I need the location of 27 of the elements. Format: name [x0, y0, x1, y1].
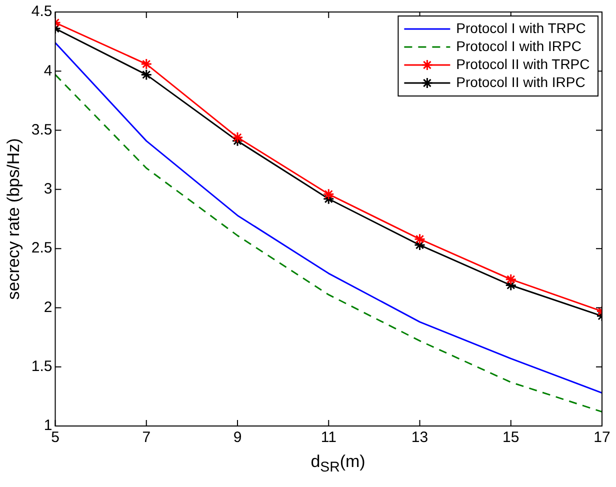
x-tick-label: 9: [233, 429, 242, 446]
legend-label: Protocol I with IRPC: [456, 38, 582, 54]
x-tick-label: 5: [51, 429, 60, 446]
x-tick-label: 7: [142, 429, 151, 446]
y-tick-label: 4: [44, 62, 52, 80]
y-tick-label: 1: [44, 417, 52, 434]
legend-label: Protocol II with TRPC: [456, 56, 590, 72]
point: [140, 68, 152, 80]
y-tick-label: 2: [44, 298, 52, 316]
x-tick-label: 11: [320, 429, 336, 446]
legend-label: Protocol I with TRPC: [456, 20, 586, 36]
y-tick-label: 4.5: [31, 3, 52, 20]
x-tick-label: 17: [594, 429, 610, 446]
point: [232, 132, 244, 144]
y-tick-label: 2.5: [31, 240, 52, 257]
y-tick-label: 3.5: [31, 121, 52, 138]
x-tick-label: 15: [502, 429, 520, 446]
legend-label: Protocol II with IRPC: [456, 74, 586, 90]
point: [414, 233, 426, 245]
point: [140, 58, 152, 70]
y-axis-title: secrecy rate (bps/Hz): [4, 138, 23, 300]
point: [505, 274, 517, 286]
x-tick-label: 13: [411, 429, 428, 446]
x-axis-title: d$_{SR}$(m): [310, 452, 366, 476]
y-tick-label: 1.5: [31, 358, 52, 375]
point: [322, 188, 334, 200]
y-tick-label: 3: [44, 180, 52, 198]
